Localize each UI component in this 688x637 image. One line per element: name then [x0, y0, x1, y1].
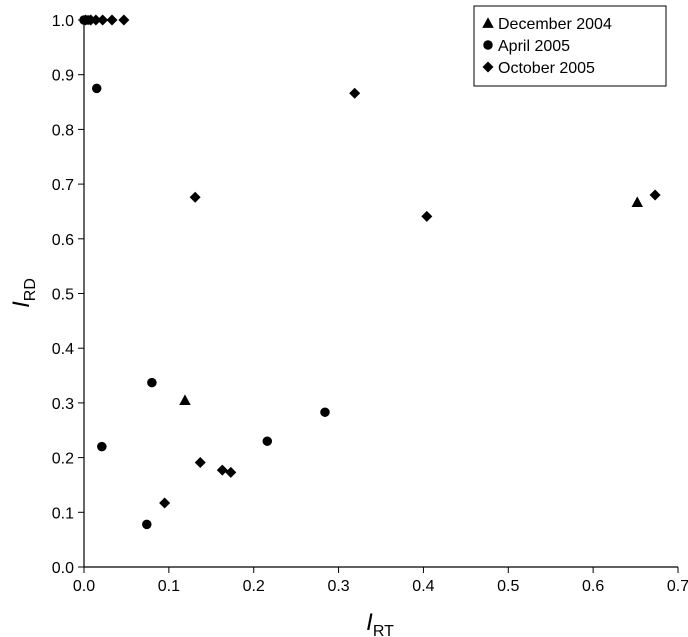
- circle-point: [91, 83, 102, 94]
- legend-entry-label: October 2005: [498, 60, 595, 77]
- diamond-point: [349, 87, 361, 99]
- x-tick-label: 0.7: [667, 578, 688, 595]
- diamond-point: [194, 457, 206, 469]
- legend-triangle-marker: [482, 17, 494, 28]
- x-tick-label: 0.1: [158, 578, 180, 595]
- y-axis-title: IRD: [8, 278, 39, 308]
- circle-point: [320, 407, 330, 417]
- diamond-point: [649, 189, 661, 201]
- diamond-point: [189, 191, 201, 203]
- tick-marks: [78, 19, 679, 573]
- data-points: [79, 14, 661, 530]
- diamond-point: [106, 14, 118, 26]
- x-tick-label: 0.5: [497, 578, 519, 595]
- y-tick-label: 0.6: [52, 232, 74, 249]
- y-tick-label: 0.5: [52, 287, 74, 304]
- circle-point: [97, 441, 107, 452]
- y-tick-label: 0.8: [52, 122, 74, 139]
- diamond-point: [118, 14, 130, 26]
- triangle-point: [631, 196, 644, 208]
- y-tick-label: 0.0: [52, 560, 74, 577]
- y-tick-label: 1.0: [52, 13, 74, 30]
- x-tick-label: 0.0: [73, 578, 95, 595]
- legend-circle-marker: [483, 40, 493, 50]
- circle-point: [147, 377, 157, 388]
- x-tick-label: 0.2: [243, 578, 265, 595]
- diamond-point: [159, 497, 171, 509]
- diamond-point: [421, 210, 433, 222]
- triangle-point: [179, 394, 191, 406]
- legend-entry-label: December 2004: [498, 16, 612, 33]
- x-tick-label: 0.4: [412, 578, 434, 595]
- diamond-point: [97, 14, 109, 26]
- legend-diamond-marker: [482, 61, 494, 73]
- y-tick-label: 0.4: [52, 341, 74, 358]
- y-tick-label: 0.7: [52, 177, 74, 194]
- circle-point: [142, 519, 152, 530]
- x-axis-title: IRT: [366, 609, 394, 637]
- legend: December 2004 April 2005 October 2005: [473, 5, 667, 87]
- diamond-point: [216, 464, 228, 476]
- legend-entry-label: April 2005: [498, 38, 570, 55]
- y-tick-label: 0.3: [52, 396, 74, 413]
- legend-box: [473, 5, 667, 87]
- y-tick-label: 0.9: [52, 68, 74, 85]
- tick-labels: 0.0 0.1 0.2 0.3 0.4 0.5 0.6 0.7 0.0 0.1 0.2 0.3 0.4 0…: [52, 13, 688, 595]
- x-tick-label: 0.6: [582, 578, 604, 595]
- diamond-point: [225, 466, 237, 478]
- y-tick-label: 0.2: [52, 451, 74, 468]
- x-tick-label: 0.3: [327, 578, 349, 595]
- diamond-point: [90, 14, 102, 26]
- axes: [83, 20, 678, 568]
- circle-point: [262, 436, 273, 446]
- y-tick-label: 0.1: [52, 505, 74, 522]
